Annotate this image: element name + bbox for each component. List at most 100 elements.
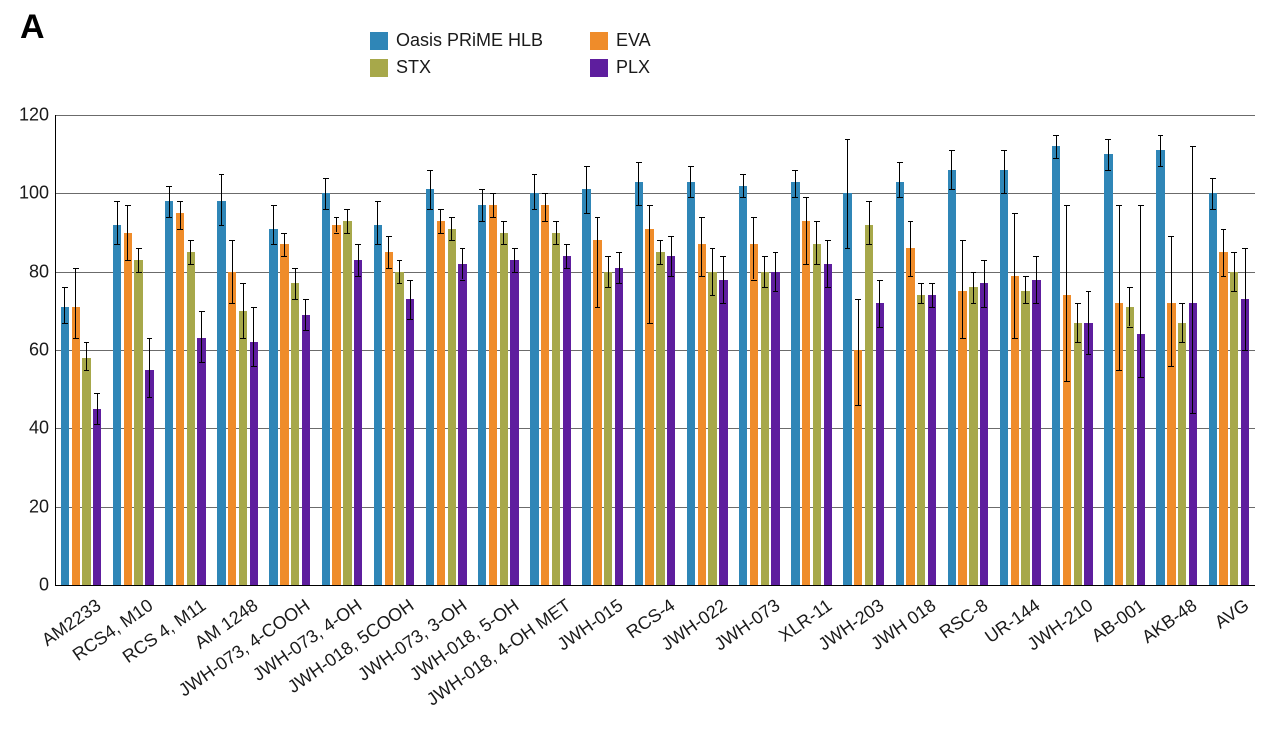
error-cap (136, 248, 142, 249)
error-bar (566, 244, 567, 268)
bar-oasis (582, 189, 590, 585)
bar-plx (406, 299, 414, 585)
error-cap (564, 244, 570, 245)
error-bar (325, 178, 326, 209)
error-cap (1158, 166, 1164, 167)
bar-stx (656, 252, 664, 585)
bar-plx (1084, 323, 1092, 585)
error-bar (1119, 205, 1120, 370)
bar-eva (1219, 252, 1227, 585)
legend-item-eva: EVA (590, 30, 651, 51)
error-cap (949, 150, 955, 151)
error-bar (1077, 303, 1078, 342)
error-bar (440, 209, 441, 233)
bar-stx (1021, 291, 1029, 585)
error-cap (1105, 139, 1111, 140)
error-cap (1168, 366, 1174, 367)
error-cap (240, 283, 246, 284)
error-bar (858, 299, 859, 405)
error-cap (1075, 342, 1081, 343)
error-bar (138, 248, 139, 272)
error-cap (449, 217, 455, 218)
error-cap (720, 256, 726, 257)
legend-column-1: Oasis PRiME HLBSTX (370, 30, 543, 78)
error-cap (616, 252, 622, 253)
error-bar (86, 342, 87, 369)
bar-plx (771, 272, 779, 585)
error-cap (303, 299, 309, 300)
error-bar (1088, 291, 1089, 354)
error-cap (188, 240, 194, 241)
bar-eva (541, 205, 549, 585)
error-cap (1242, 350, 1248, 351)
error-cap (657, 264, 663, 265)
error-cap (490, 217, 496, 218)
error-cap (740, 174, 746, 175)
error-cap (449, 240, 455, 241)
error-cap (438, 233, 444, 234)
error-bar (649, 205, 650, 323)
error-bar (399, 260, 400, 284)
error-cap (427, 209, 433, 210)
bar-stx (82, 358, 90, 585)
error-cap (1105, 170, 1111, 171)
error-bar (462, 248, 463, 279)
bar-plx (354, 260, 362, 585)
error-cap (647, 205, 653, 206)
y-tick-label: 20 (29, 496, 55, 517)
legend-label-plx: PLX (616, 57, 650, 78)
x-axis-labels: AM2233RCS4, M10RCS 4, M11AM 1248JWH-073,… (55, 585, 1255, 745)
bar-oasis (896, 182, 904, 585)
error-cap (595, 307, 601, 308)
error-cap (949, 189, 955, 190)
panel-label-text: A (20, 8, 45, 46)
error-cap (1116, 370, 1122, 371)
error-cap (251, 366, 257, 367)
error-cap (1221, 229, 1227, 230)
error-cap (1221, 276, 1227, 277)
error-cap (166, 217, 172, 218)
error-cap (1001, 150, 1007, 151)
error-bar (690, 166, 691, 197)
error-bar (503, 221, 504, 245)
error-cap (1033, 256, 1039, 257)
error-cap (1053, 135, 1059, 136)
error-bar (816, 221, 817, 264)
error-cap (355, 276, 361, 277)
error-cap (125, 260, 131, 261)
error-cap (62, 323, 68, 324)
error-cap (1053, 158, 1059, 159)
bar-eva (906, 248, 914, 585)
error-cap (1086, 354, 1092, 355)
error-cap (344, 209, 350, 210)
error-bar (273, 205, 274, 244)
error-bar (753, 217, 754, 280)
error-cap (1023, 276, 1029, 277)
error-cap (219, 174, 225, 175)
error-cap (960, 338, 966, 339)
error-cap (147, 397, 153, 398)
bar-eva (176, 213, 184, 585)
error-cap (1075, 303, 1081, 304)
error-cap (542, 221, 548, 222)
bar-plx (197, 338, 205, 585)
error-cap (897, 162, 903, 163)
bar-oasis (113, 225, 121, 585)
bar-plx (980, 283, 988, 585)
error-cap (845, 248, 851, 249)
error-cap (407, 280, 413, 281)
error-cap (981, 307, 987, 308)
error-bar (117, 201, 118, 244)
bar-eva (228, 272, 236, 585)
bar-plx (145, 370, 153, 585)
error-cap (125, 205, 131, 206)
error-cap (375, 244, 381, 245)
y-tick-label: 120 (19, 105, 55, 126)
bar-plx (563, 256, 571, 585)
error-cap (773, 252, 779, 253)
bar-oasis (217, 201, 225, 585)
error-bar (932, 283, 933, 307)
error-bar (1245, 248, 1246, 350)
error-bar (775, 252, 776, 291)
bar-stx (708, 272, 716, 585)
